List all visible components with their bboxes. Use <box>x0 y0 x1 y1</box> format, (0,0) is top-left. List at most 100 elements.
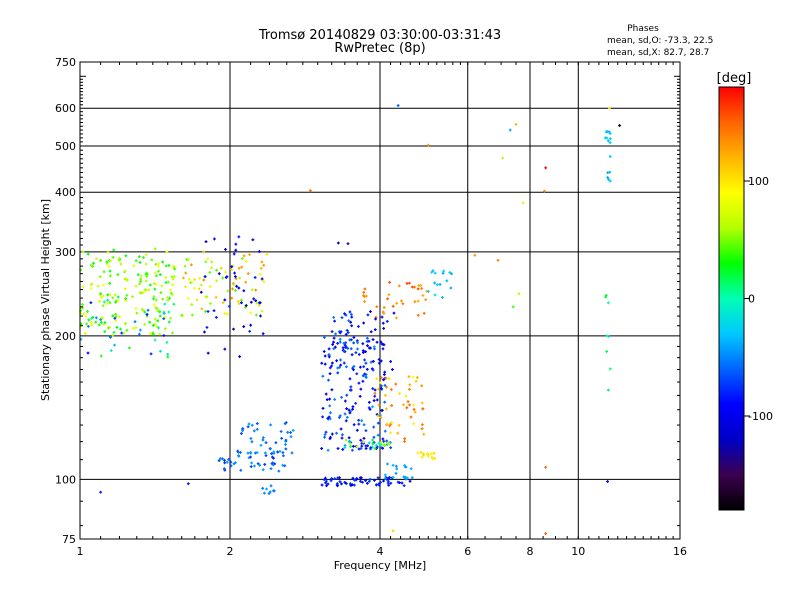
data-point <box>372 435 376 439</box>
data-point <box>408 387 411 391</box>
data-point <box>250 440 254 444</box>
data-point <box>388 280 392 284</box>
data-point <box>376 476 380 480</box>
data-point <box>604 136 607 140</box>
data-point <box>113 293 117 297</box>
data-point <box>164 264 168 268</box>
data-point <box>342 341 346 345</box>
data-point <box>349 388 353 392</box>
data-point <box>108 281 112 285</box>
data-point <box>100 317 104 321</box>
data-point <box>421 423 424 427</box>
data-point <box>168 296 171 300</box>
data-point <box>373 447 377 450</box>
data-point <box>324 392 328 396</box>
data-point <box>375 398 379 402</box>
data-point <box>349 385 353 389</box>
data-point <box>254 299 258 303</box>
data-point <box>158 314 162 318</box>
data-point <box>105 302 108 306</box>
data-point <box>183 264 187 268</box>
data-point <box>244 259 248 263</box>
data-point <box>89 321 93 324</box>
data-point <box>362 321 366 325</box>
data-point <box>383 473 387 477</box>
data-point <box>99 259 103 262</box>
data-point <box>105 260 109 264</box>
data-point <box>359 365 362 369</box>
data-point <box>395 316 398 320</box>
data-point <box>391 529 395 533</box>
data-point <box>336 366 340 370</box>
data-point <box>116 273 120 277</box>
data-point <box>416 287 420 291</box>
data-point <box>364 447 368 450</box>
data-point <box>87 318 91 322</box>
data-point <box>118 315 122 319</box>
data-point <box>106 250 110 254</box>
data-point <box>341 346 345 350</box>
legend-header: Phases <box>627 24 659 34</box>
data-point <box>206 310 210 313</box>
data-point <box>544 465 548 469</box>
data-point <box>111 256 115 259</box>
data-point <box>235 284 238 288</box>
data-point <box>281 451 285 454</box>
data-point <box>171 265 175 269</box>
data-point <box>323 433 327 436</box>
data-point <box>186 297 190 300</box>
data-point <box>242 289 246 293</box>
data-point <box>101 294 105 298</box>
data-point <box>450 272 453 276</box>
data-point <box>364 429 368 433</box>
data-point <box>323 362 327 366</box>
data-point <box>345 393 349 397</box>
data-point <box>200 307 204 311</box>
data-point <box>330 388 334 392</box>
data-point <box>325 484 328 488</box>
data-point <box>261 486 265 490</box>
data-point <box>109 335 112 339</box>
data-point <box>205 295 209 299</box>
data-point <box>284 421 288 424</box>
data-point <box>325 479 328 483</box>
data-point <box>343 446 347 449</box>
data-point <box>141 308 145 312</box>
data-point <box>276 450 280 454</box>
data-point <box>165 250 169 254</box>
data-point <box>223 298 227 302</box>
data-point <box>382 312 386 315</box>
data-point <box>391 368 394 371</box>
x-axis-ticks: 1 2 4 6 8 10 16 <box>77 62 687 558</box>
data-point <box>410 285 414 289</box>
data-point <box>400 481 404 485</box>
data-point <box>81 303 84 306</box>
data-point <box>404 394 408 398</box>
data-point <box>204 309 207 313</box>
data-point <box>375 377 379 380</box>
data-point <box>246 272 250 275</box>
data-point <box>190 263 193 267</box>
data-point <box>350 315 354 319</box>
data-point <box>343 412 347 416</box>
data-point <box>421 294 425 297</box>
data-point <box>375 305 379 309</box>
data-point <box>138 261 142 264</box>
data-point <box>232 327 235 331</box>
data-point <box>143 288 147 291</box>
x-tick-label: 16 <box>673 545 687 558</box>
data-point <box>236 449 240 453</box>
data-point <box>94 320 98 324</box>
data-point <box>125 278 129 282</box>
data-point <box>349 320 353 324</box>
data-point <box>403 464 406 467</box>
data-point <box>344 419 348 423</box>
data-point <box>379 443 383 447</box>
data-point <box>193 278 196 282</box>
data-point <box>240 432 243 435</box>
data-point <box>89 286 93 290</box>
data-point <box>125 293 129 297</box>
data-point <box>339 330 343 334</box>
data-point <box>440 296 444 299</box>
data-point <box>412 422 416 426</box>
